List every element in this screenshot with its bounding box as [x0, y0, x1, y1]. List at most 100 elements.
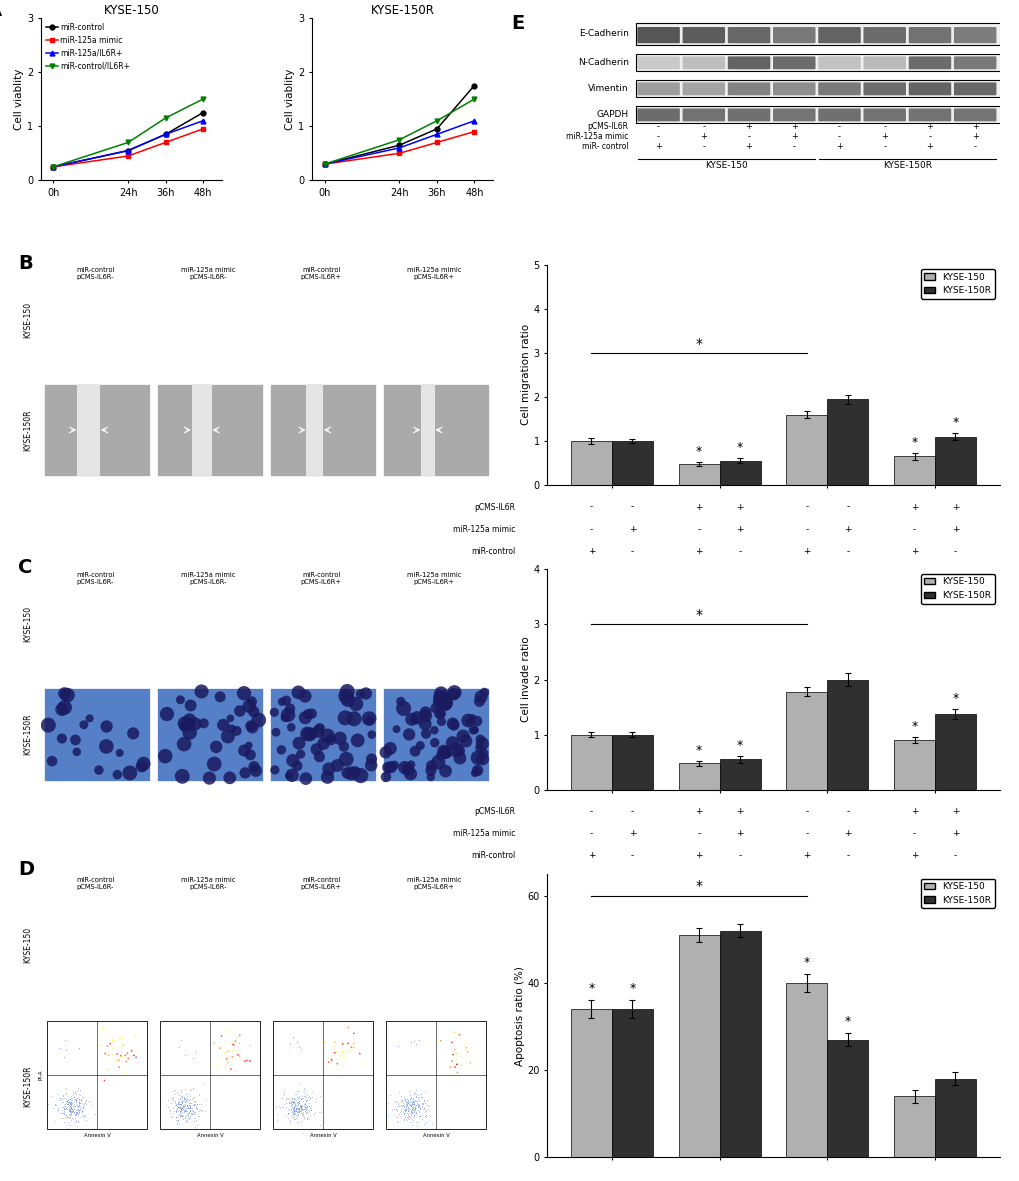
Point — [416, 576, 432, 595]
Point — [326, 83, 342, 102]
Point — [528, 568, 544, 587]
Point — [870, 209, 887, 228]
Point — [653, 514, 669, 533]
Point — [632, 593, 648, 612]
Text: *: * — [629, 983, 635, 996]
FancyBboxPatch shape — [863, 57, 905, 70]
Point — [529, 483, 545, 502]
Text: miR-control: miR-control — [471, 852, 515, 861]
Y-axis label: Apoptosis ratio (%): Apoptosis ratio (%) — [514, 966, 524, 1065]
Point — [472, 98, 488, 117]
Text: +: + — [745, 122, 752, 131]
Point — [500, 633, 517, 652]
Text: *: * — [911, 436, 917, 449]
Text: Annexin V: Annexin V — [197, 1134, 223, 1138]
FancyBboxPatch shape — [772, 109, 815, 122]
Point — [485, 556, 501, 575]
FancyBboxPatch shape — [908, 83, 951, 96]
miR-control/IL6R+ — [159, 111, 171, 125]
Point — [609, 8, 626, 27]
Point — [578, 664, 594, 683]
Bar — [192, 494, 212, 587]
Text: -: - — [804, 829, 808, 839]
FancyBboxPatch shape — [728, 57, 769, 70]
miR-control/IL6R+ — [468, 92, 480, 106]
Point — [524, 535, 540, 554]
Text: Annexin V: Annexin V — [84, 1134, 110, 1138]
Point — [479, 520, 495, 539]
Point — [609, 472, 626, 491]
Text: -: - — [747, 132, 750, 141]
Point — [573, 472, 589, 491]
Point — [512, 478, 528, 497]
Text: miR-control: miR-control — [471, 547, 515, 556]
Point — [550, 399, 567, 418]
FancyBboxPatch shape — [817, 27, 860, 44]
Text: -: - — [656, 132, 659, 141]
Text: *: * — [737, 442, 743, 455]
miR-control — [393, 138, 406, 152]
Point — [467, 554, 483, 573]
Text: +: + — [654, 142, 661, 151]
Text: miR-125a mimic
pCMS-IL6R+: miR-125a mimic pCMS-IL6R+ — [407, 267, 461, 280]
Bar — [934, 1079, 975, 1157]
Text: miR-125a mimic: miR-125a mimic — [452, 829, 515, 839]
Point — [750, 609, 766, 628]
Text: *: * — [911, 720, 917, 733]
Text: miR-125a mimic: miR-125a mimic — [566, 132, 628, 141]
Point — [472, 683, 488, 702]
Legend: miR-control, miR-125a mimic, miR-125a/IL6R+, miR-control/IL6R+: miR-control, miR-125a mimic, miR-125a/IL… — [45, 21, 131, 72]
Point — [485, 555, 501, 574]
Point — [560, 455, 577, 474]
Point — [627, 477, 643, 496]
Text: miR-control
pCMS-IL6R-: miR-control pCMS-IL6R- — [75, 267, 114, 280]
Text: +: + — [695, 808, 702, 816]
Text: -: - — [589, 829, 592, 839]
Point — [533, 599, 549, 618]
FancyBboxPatch shape — [817, 83, 860, 96]
Point — [542, 582, 558, 601]
Point — [579, 596, 595, 615]
Point — [421, 469, 437, 488]
Text: +: + — [971, 132, 977, 141]
Point — [522, 503, 538, 522]
Point — [537, 521, 553, 540]
Text: -: - — [912, 829, 915, 839]
Point — [664, 489, 681, 508]
FancyBboxPatch shape — [772, 27, 815, 44]
Point — [968, 123, 984, 142]
Title: KYSE-150: KYSE-150 — [103, 4, 159, 17]
Point — [739, 1125, 755, 1144]
Point — [580, 484, 596, 503]
Point — [772, 833, 789, 852]
Point — [507, 523, 524, 542]
Point — [854, 276, 870, 295]
Bar — [786, 415, 826, 485]
Point — [507, 509, 524, 528]
Text: miR-125a mimic
pCMS-IL6R+: miR-125a mimic pCMS-IL6R+ — [407, 572, 461, 585]
Y-axis label: Cell viablity: Cell viablity — [285, 68, 296, 130]
Text: D: D — [18, 860, 35, 879]
Text: miR-control
pCMS-IL6R-: miR-control pCMS-IL6R- — [75, 572, 114, 585]
Title: KYSE-150R: KYSE-150R — [370, 4, 434, 17]
miR-control — [122, 143, 135, 157]
Text: *: * — [737, 739, 743, 752]
Text: +: + — [802, 547, 810, 556]
Point — [596, 565, 612, 583]
Text: -: - — [804, 503, 808, 511]
Point — [644, 554, 660, 573]
Legend: KYSE-150, KYSE-150R: KYSE-150, KYSE-150R — [920, 574, 995, 603]
Point — [691, 496, 707, 515]
FancyBboxPatch shape — [908, 27, 951, 44]
Text: miR-control
pCMS-IL6R+: miR-control pCMS-IL6R+ — [301, 572, 341, 585]
Text: +: + — [700, 132, 706, 141]
Point — [615, 396, 632, 415]
Point — [595, 543, 611, 562]
Point — [985, 81, 1002, 100]
Point — [326, 522, 342, 541]
Point — [544, 648, 560, 667]
Point — [595, 543, 611, 562]
Point — [911, 18, 927, 37]
Bar — [421, 384, 434, 476]
Point — [515, 575, 531, 594]
